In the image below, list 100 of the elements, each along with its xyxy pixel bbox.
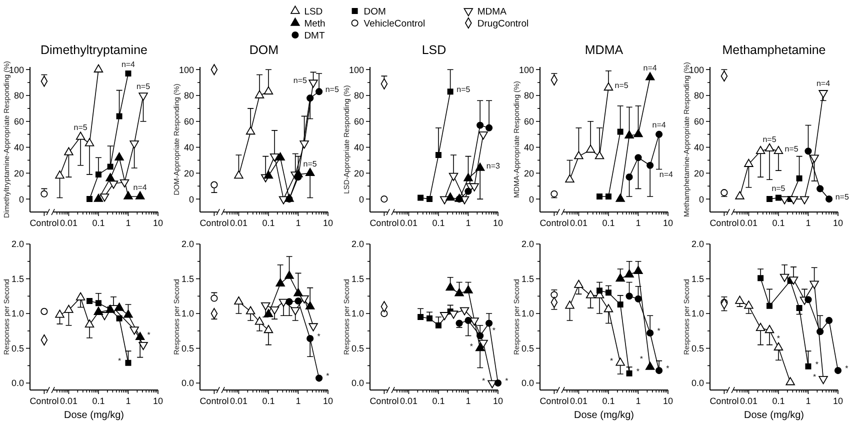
x-tick-label: 0.01 — [400, 218, 418, 228]
x-tick-label: 0.01 — [570, 218, 588, 228]
y-tick-label: 2.0 — [181, 239, 194, 250]
x-tick-label: Control — [370, 218, 399, 228]
legend-label: DMT — [304, 30, 325, 42]
y-tick-label: 0.5 — [691, 343, 704, 354]
y-tick-label: 100 — [348, 64, 364, 75]
annotation: n=5 — [456, 85, 471, 94]
x-tick-label: 10 — [832, 218, 844, 228]
annotation: n=4 — [121, 60, 136, 69]
x-tick-label: 10 — [832, 396, 844, 406]
annotation: * — [813, 372, 816, 382]
y-tick-label: 60 — [694, 116, 704, 127]
x-tick-label: 1 — [636, 218, 641, 228]
x-tick-label: 0.1 — [602, 218, 615, 228]
y-tick-label: 1.0 — [691, 308, 704, 319]
y-tick-label: 0.0 — [521, 378, 534, 388]
y-tick-label: 40 — [694, 142, 704, 152]
y-tick-label: 0 — [188, 194, 194, 204]
x-tick-label: 1 — [296, 396, 301, 406]
annotation: * — [118, 356, 122, 366]
x-tick-label: 0.1 — [432, 396, 445, 406]
y-tick-label: 1.0 — [11, 308, 24, 319]
x-axis-title: Dose (mg/kg) — [64, 410, 124, 421]
annotation: n=4 — [643, 64, 658, 73]
y-tick-label: 100 — [688, 64, 704, 75]
annotation: n=5 — [835, 192, 850, 202]
y-tick-label: 1.5 — [351, 274, 364, 284]
y-tick-label: 0.5 — [351, 343, 364, 354]
y-tick-label: 60 — [184, 116, 194, 127]
chart-title: LSD — [422, 43, 446, 57]
x-tick-label: Control — [200, 396, 229, 406]
y-tick-label: 1.0 — [181, 308, 194, 319]
y-tick-label: 40 — [184, 142, 194, 152]
y-tick-label: 0 — [18, 194, 24, 204]
annotation: * — [326, 372, 330, 381]
annotation: * — [657, 326, 660, 336]
x-tick-label: 1 — [466, 218, 471, 228]
legend-label: DOM — [364, 6, 386, 18]
y-tick-label: 40 — [14, 142, 24, 152]
legend-label: VehicleControl — [364, 18, 426, 30]
x-tick-label: 10 — [322, 396, 334, 406]
y-tick-label: 100 — [178, 64, 194, 75]
legend-label: MDMA — [477, 6, 508, 18]
x-tick-label: 0.1 — [772, 396, 785, 406]
x-axis-title: Dose (mg/kg) — [744, 410, 804, 421]
annotation: n=5 — [136, 82, 151, 91]
legend-label: Meth — [304, 18, 326, 30]
x-tick-label: 10 — [492, 396, 504, 406]
chart-title: Methamphetamine — [722, 43, 826, 57]
x-tick-label: 1 — [296, 218, 301, 228]
y-tick-label: 20 — [14, 168, 24, 178]
x-tick-label: 1 — [636, 396, 641, 406]
y-tick-label: 0 — [528, 194, 534, 204]
annotation: n=4 — [659, 170, 674, 179]
y-tick-label: 0.0 — [11, 378, 24, 388]
y-tick-label: 0 — [698, 194, 704, 204]
y-tick-label: 0.5 — [181, 343, 194, 354]
x-tick-label: 0.1 — [602, 396, 615, 406]
y-tick-label: 20 — [694, 168, 704, 178]
x-tick-label: 1 — [806, 218, 811, 228]
chart-title: MDMA — [584, 43, 624, 57]
annotation: n=3 — [486, 161, 501, 170]
y-tick-label: 2.0 — [351, 239, 364, 250]
annotation: * — [776, 334, 780, 343]
y-tick-label: 80 — [14, 90, 24, 101]
annotation: * — [610, 356, 614, 366]
x-tick-label: 0.1 — [262, 218, 275, 228]
x-tick-label: 0.01 — [230, 218, 248, 228]
x-tick-label: 0.01 — [230, 396, 248, 406]
y-tick-label: 2.0 — [691, 239, 704, 250]
x-tick-label: Control — [710, 218, 739, 228]
annotation: * — [815, 360, 818, 369]
x-tick-label: 0.1 — [262, 396, 275, 406]
x-tick-label: Control — [200, 218, 229, 228]
x-tick-label: Control — [30, 218, 59, 228]
y-tick-label: 100 — [518, 64, 534, 75]
x-tick-label: 0.1 — [432, 218, 445, 228]
y-tick-label: 1.0 — [521, 308, 534, 319]
annotation: n=4 — [816, 79, 831, 88]
annotation: * — [845, 364, 848, 374]
x-tick-label: Control — [370, 396, 399, 406]
x-tick-label: Control — [30, 396, 59, 406]
x-tick-label: 0.01 — [400, 396, 418, 406]
y-tick-label: 40 — [524, 142, 534, 152]
y-tick-label: 80 — [184, 90, 194, 101]
annotation: * — [666, 364, 670, 374]
annotation: n=4 — [133, 182, 148, 192]
x-tick-label: 1 — [806, 396, 811, 406]
annotation: * — [147, 330, 150, 340]
annotation: * — [470, 342, 473, 351]
y-tick-label: 2.0 — [521, 239, 534, 250]
annotation: * — [482, 376, 486, 386]
chart-title: Dimethyltryptamine — [40, 43, 148, 57]
annotation: * — [317, 332, 320, 342]
legend-label: LSD — [304, 6, 323, 18]
x-tick-label: 1 — [126, 396, 131, 406]
x-tick-label: 0.1 — [92, 218, 105, 228]
legend-label: DrugControl — [477, 18, 529, 30]
x-tick-label: 0.01 — [570, 396, 588, 406]
